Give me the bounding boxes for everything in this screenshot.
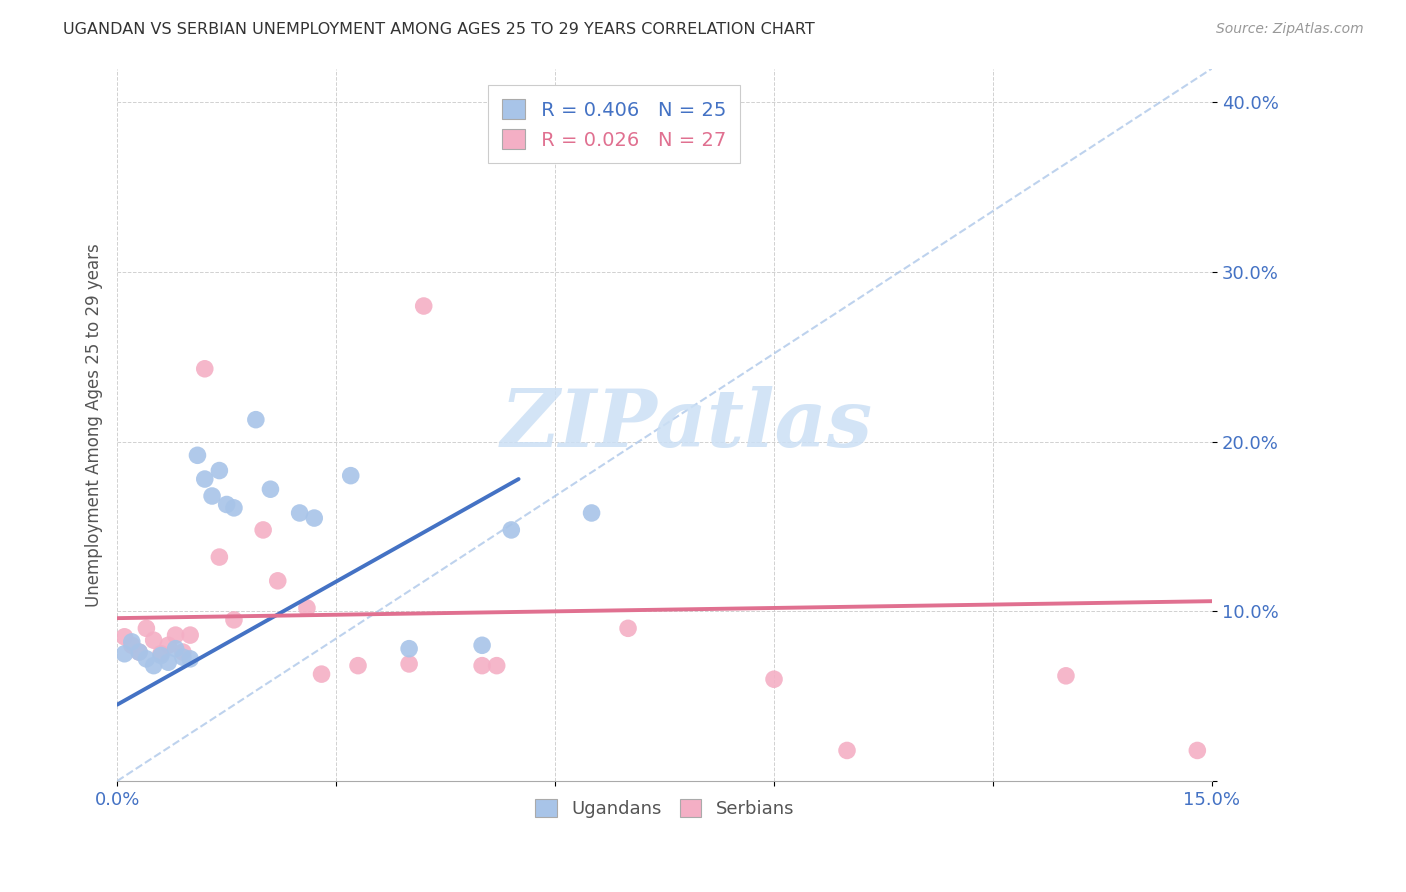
Point	[339, 468, 361, 483]
Point	[172, 650, 194, 665]
Point	[311, 667, 333, 681]
Point	[398, 657, 420, 671]
Text: Source: ZipAtlas.com: Source: ZipAtlas.com	[1216, 22, 1364, 37]
Point	[222, 613, 245, 627]
Point	[157, 655, 180, 669]
Text: ZIPatlas: ZIPatlas	[501, 386, 873, 464]
Point	[194, 472, 217, 486]
Y-axis label: Unemployment Among Ages 25 to 29 years: Unemployment Among Ages 25 to 29 years	[86, 243, 103, 607]
Text: UGANDAN VS SERBIAN UNEMPLOYMENT AMONG AGES 25 TO 29 YEARS CORRELATION CHART: UGANDAN VS SERBIAN UNEMPLOYMENT AMONG AG…	[63, 22, 815, 37]
Point	[135, 621, 157, 635]
Point	[267, 574, 290, 588]
Point	[121, 635, 143, 649]
Point	[201, 489, 224, 503]
Point	[165, 628, 187, 642]
Point	[121, 638, 143, 652]
Point	[179, 652, 201, 666]
Point	[149, 648, 172, 663]
Point	[149, 647, 172, 661]
Point	[501, 523, 523, 537]
Point	[398, 641, 420, 656]
Point	[142, 633, 165, 648]
Point	[179, 628, 201, 642]
Point	[835, 743, 858, 757]
Point	[208, 550, 231, 565]
Point	[288, 506, 311, 520]
Point	[142, 658, 165, 673]
Point	[165, 641, 187, 656]
Point	[172, 645, 194, 659]
Point	[347, 658, 370, 673]
Point	[471, 658, 494, 673]
Point	[1187, 743, 1209, 757]
Point	[245, 412, 267, 426]
Legend: Ugandans, Serbians: Ugandans, Serbians	[527, 791, 801, 825]
Point	[215, 498, 238, 512]
Point	[302, 511, 325, 525]
Point	[252, 523, 274, 537]
Point	[186, 448, 208, 462]
Point	[259, 482, 281, 496]
Point	[114, 647, 136, 661]
Point	[128, 645, 150, 659]
Point	[208, 464, 231, 478]
Point	[412, 299, 434, 313]
Point	[114, 630, 136, 644]
Point	[471, 638, 494, 652]
Point	[617, 621, 640, 635]
Point	[485, 658, 508, 673]
Point	[194, 361, 217, 376]
Point	[581, 506, 603, 520]
Point	[763, 672, 786, 686]
Point	[295, 601, 318, 615]
Point	[222, 500, 245, 515]
Point	[128, 645, 150, 659]
Point	[135, 652, 157, 666]
Point	[157, 638, 180, 652]
Point	[1054, 669, 1077, 683]
